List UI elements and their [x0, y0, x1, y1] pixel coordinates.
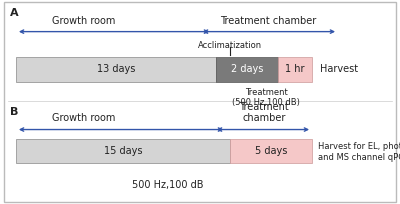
Text: Treatment chamber: Treatment chamber: [220, 16, 316, 26]
Text: 15 days: 15 days: [104, 146, 142, 156]
Bar: [216, 57, 278, 82]
Bar: [16, 139, 230, 163]
Text: Harvest: Harvest: [320, 64, 358, 74]
Bar: [230, 139, 312, 163]
Text: Treatment
chamber: Treatment chamber: [239, 102, 289, 123]
FancyBboxPatch shape: [4, 2, 396, 202]
Text: Treatment
(500 Hz,100 dB): Treatment (500 Hz,100 dB): [232, 88, 300, 107]
Text: Acclimatization: Acclimatization: [198, 41, 262, 50]
Text: Growth room: Growth room: [52, 16, 116, 26]
Text: A: A: [10, 8, 19, 18]
Text: 2 days: 2 days: [231, 64, 263, 74]
Text: 13 days: 13 days: [97, 64, 135, 74]
Bar: [278, 57, 312, 82]
Text: Growth room: Growth room: [52, 113, 116, 123]
Text: B: B: [10, 107, 18, 117]
Text: 5 days: 5 days: [255, 146, 287, 156]
Text: Harvest for EL, photosynthesis
and MS channel qPCR analysis: Harvest for EL, photosynthesis and MS ch…: [318, 142, 400, 162]
Text: 500 Hz,100 dB: 500 Hz,100 dB: [132, 180, 204, 190]
Bar: [16, 57, 216, 82]
Text: 1 hr: 1 hr: [285, 64, 305, 74]
